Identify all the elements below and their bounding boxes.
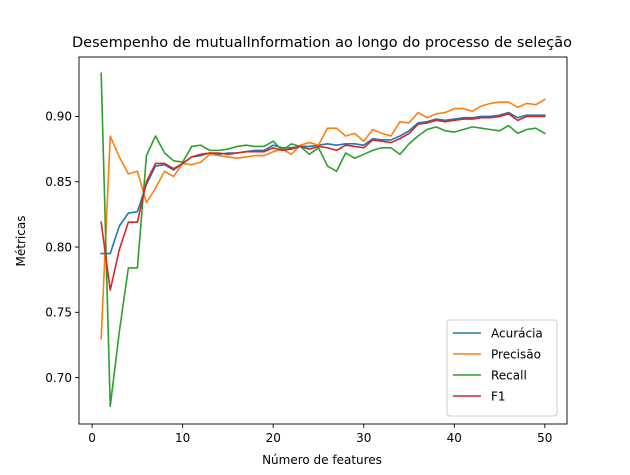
y-axis-label: Métricas — [14, 216, 28, 267]
y-tick-label: 0.90 — [45, 110, 72, 124]
series-line-0 — [100, 111, 546, 255]
x-tick-label: 30 — [356, 431, 371, 445]
legend-box — [446, 319, 558, 417]
legend-entry-0: Acurácia — [491, 326, 543, 340]
series-line-2 — [100, 72, 546, 408]
plot-area — [100, 72, 546, 408]
x-tick-label: 40 — [447, 431, 462, 445]
legend-entry-2: Recall — [491, 368, 527, 382]
x-tick-label: 50 — [537, 431, 552, 445]
y-tick-label: 0.80 — [45, 240, 72, 254]
legend-entry-1: Precisão — [491, 347, 541, 361]
axes: 0 10 20 30 40 50 0.70 0.75 0.80 0.85 0.90 — [45, 56, 568, 445]
x-tick-label: 20 — [266, 431, 281, 445]
y-tick-label: 0.70 — [45, 371, 72, 385]
y-tick-label: 0.85 — [45, 175, 72, 189]
series-line-1 — [100, 98, 546, 340]
chart-title: Desempenho de mutualInformation ao longo… — [72, 35, 572, 51]
y-tick-label: 0.75 — [45, 306, 72, 320]
legend: Acurácia Precisão Recall F1 — [446, 319, 558, 417]
axes-frame — [78, 56, 568, 425]
legend-entry-3: F1 — [491, 389, 506, 403]
x-tick-label: 0 — [88, 431, 96, 445]
series-line-3 — [100, 113, 546, 291]
x-axis-label: Número de features — [262, 453, 382, 467]
x-tick-label: 10 — [175, 431, 190, 445]
